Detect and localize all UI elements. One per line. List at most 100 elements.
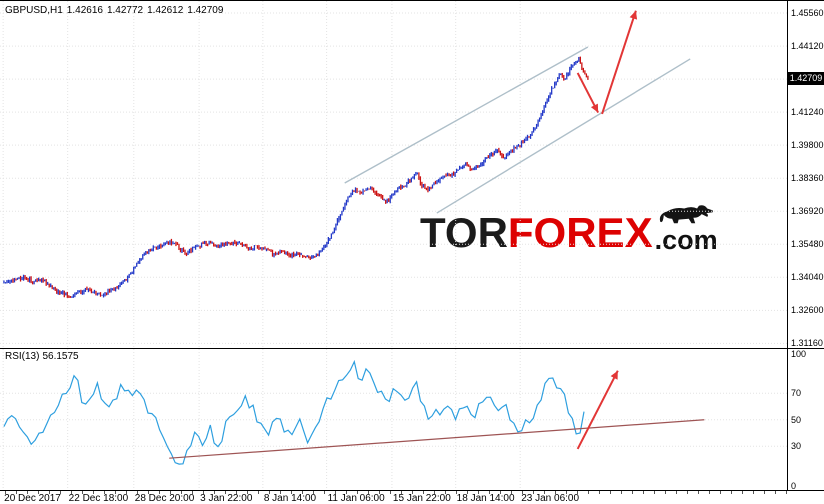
time-axis-tick	[753, 491, 754, 494]
time-axis-tick	[588, 491, 589, 494]
chart-legend: GBPUSD,H1 1.42616 1.42772 1.42612 1.42709	[5, 5, 227, 16]
time-axis-tick	[236, 491, 237, 494]
legend-open: 1.42616	[66, 5, 103, 16]
rsi-indicator-label: RSI(13) 56.1575	[5, 351, 82, 362]
time-axis-tick	[170, 491, 171, 494]
main-price-chart[interactable]	[0, 1, 787, 348]
price-axis-label: 1.34040	[791, 272, 824, 283]
time-axis-tick	[159, 491, 160, 494]
time-axis-tick	[181, 491, 182, 494]
time-axis-tick	[478, 491, 479, 494]
time-axis-tick	[258, 491, 259, 494]
time-axis-tick	[313, 491, 314, 494]
rsi-indicator-chart[interactable]	[0, 349, 787, 490]
time-axis-tick	[71, 491, 72, 494]
time-axis-tick	[379, 491, 380, 494]
time-axis-tick	[621, 491, 622, 494]
time-axis-tick	[192, 491, 193, 494]
time-axis-tick	[27, 491, 28, 494]
time-axis-label: 3 Jan 22:00	[200, 493, 253, 504]
watermark-com-text: .com	[654, 225, 718, 255]
price-axis-label: 1.41240	[791, 107, 824, 118]
time-axis-label: 11 Jan 06:00	[327, 493, 385, 504]
time-axis-tick	[709, 491, 710, 494]
time-axis-tick	[566, 491, 567, 494]
time-axis-tick	[247, 491, 248, 494]
time-axis-tick	[104, 491, 105, 494]
time-axis-tick	[489, 491, 490, 494]
rsi-axis-label: 70	[791, 388, 802, 399]
time-axis-label: 15 Jan 22:00	[392, 493, 451, 504]
time-axis-tick	[456, 491, 457, 494]
price-axis-label: 1.45560	[791, 8, 824, 19]
watermark-logo: TOR FOREX .com	[420, 203, 718, 254]
time-axis-label: 23 Jan 06:00	[521, 493, 580, 504]
time-axis-tick	[500, 491, 501, 494]
time-axis-tick	[775, 491, 776, 494]
time-axis-tick	[555, 491, 556, 494]
time-axis-tick	[764, 491, 765, 494]
current-price-badge: 1.42709	[788, 72, 824, 86]
time-axis-tick	[599, 491, 600, 494]
time-axis-label: 8 Jan 14:00	[263, 493, 317, 504]
bear-icon	[659, 205, 713, 224]
time-axis-tick	[720, 491, 721, 494]
rsi-axis-label: 50	[791, 414, 802, 425]
time-axis-tick	[280, 491, 281, 494]
time-axis-tick	[16, 491, 17, 494]
time-axis-label: 20 Dec 2017	[4, 493, 61, 504]
time-axis-tick	[522, 491, 523, 494]
time-axis-tick	[467, 491, 468, 494]
rsi-name: RSI(13)	[5, 351, 40, 362]
time-axis-tick	[203, 491, 204, 494]
time-axis-tick	[357, 491, 358, 494]
time-axis-tick	[445, 491, 446, 494]
rsi-axis-label: 30	[791, 441, 802, 452]
time-axis-tick	[654, 491, 655, 494]
price-axis-label: 1.38360	[791, 173, 824, 184]
time-axis-tick	[115, 491, 116, 494]
time-axis-tick	[390, 491, 391, 494]
price-axis-label: 1.39800	[791, 140, 824, 151]
rsi-axis-label: 100	[791, 348, 807, 359]
time-axis-tick	[511, 491, 512, 494]
time-axis[interactable]: 20 Dec 2017 22 Dec 18:00 28 Dec 20:00 3 Jan…	[0, 490, 824, 504]
price-axis-label: 1.31160	[791, 338, 823, 349]
time-axis-tick	[82, 491, 83, 494]
panel-separator	[0, 348, 824, 349]
time-axis-tick	[577, 491, 578, 494]
time-axis-tick	[434, 491, 435, 494]
time-axis-tick	[302, 491, 303, 494]
time-axis-tick	[148, 491, 149, 494]
price-axis-label: 1.44120	[791, 41, 824, 52]
rsi-value: 56.1575	[42, 351, 79, 362]
legend-high: 1.42772	[106, 5, 144, 16]
time-axis-tick	[335, 491, 336, 494]
price-axis[interactable]: 1.42709 1.455601.441201.426801.412401.39…	[787, 1, 824, 491]
time-axis-tick	[610, 491, 611, 494]
time-axis-tick	[687, 491, 688, 494]
time-axis-tick	[643, 491, 644, 494]
watermark-tor-text: TOR	[420, 209, 508, 256]
time-axis-tick	[401, 491, 402, 494]
price-axis-label: 1.36920	[791, 206, 824, 217]
legend-low: 1.42612	[147, 5, 184, 16]
price-axis-label: 1.32600	[791, 305, 824, 316]
time-axis-tick	[38, 491, 39, 494]
time-axis-label: 28 Dec 20:00	[134, 493, 195, 504]
time-axis-tick	[93, 491, 94, 494]
time-axis-tick	[676, 491, 677, 494]
time-axis-tick	[214, 491, 215, 494]
time-axis-tick	[742, 491, 743, 494]
time-axis-tick	[665, 491, 666, 494]
time-axis-tick	[368, 491, 369, 494]
time-axis-tick	[731, 491, 732, 494]
time-axis-tick	[60, 491, 61, 494]
time-axis-tick	[423, 491, 424, 494]
rsi-axis-label: 0	[791, 481, 797, 491]
time-axis-tick	[412, 491, 413, 494]
legend-close: 1.42709	[187, 5, 224, 16]
time-axis-tick	[137, 491, 138, 494]
time-axis-tick	[544, 491, 545, 494]
